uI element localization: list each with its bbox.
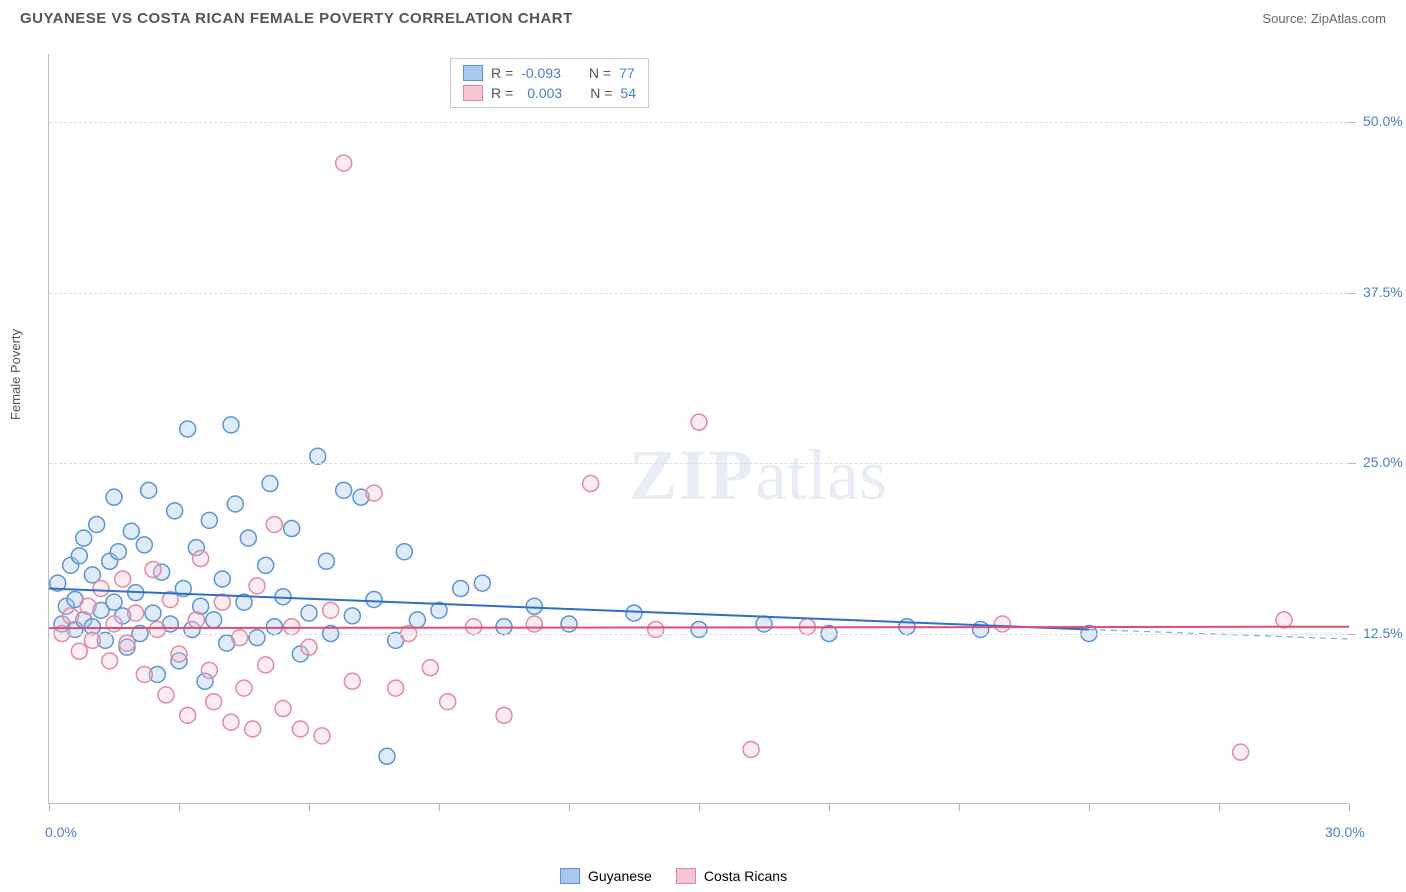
y-tick-label: 37.5%: [1363, 284, 1403, 300]
legend-swatch-costaricans: [463, 85, 483, 101]
x-tick-label: 30.0%: [1325, 824, 1365, 840]
y-axis-label: Female Poverty: [8, 329, 23, 420]
legend-item-costaricans: Costa Ricans: [676, 868, 787, 884]
y-tick-label: 25.0%: [1363, 454, 1403, 470]
plot-area: ZIPatlas 12.5%25.0%37.5%50.0%0.0%30.0%: [48, 54, 1348, 804]
legend-row-guyanese: R = -0.093 N = 77: [463, 63, 636, 83]
y-tick-label: 50.0%: [1363, 113, 1403, 129]
source-attribution: Source: ZipAtlas.com: [1262, 11, 1386, 26]
series-legend: Guyanese Costa Ricans: [560, 868, 787, 884]
y-tick-label: 12.5%: [1363, 625, 1403, 641]
legend-item-guyanese: Guyanese: [560, 868, 652, 884]
legend-swatch-guyanese: [463, 65, 483, 81]
legend-swatch-icon: [676, 868, 696, 884]
legend-row-costaricans: R = 0.003 N = 54: [463, 83, 636, 103]
chart-title: GUYANESE VS COSTA RICAN FEMALE POVERTY C…: [20, 10, 573, 27]
legend-swatch-icon: [560, 868, 580, 884]
chart-svg: [49, 54, 1348, 803]
correlation-legend: R = -0.093 N = 77 R = 0.003 N = 54: [450, 58, 649, 108]
x-tick-label: 0.0%: [45, 824, 77, 840]
